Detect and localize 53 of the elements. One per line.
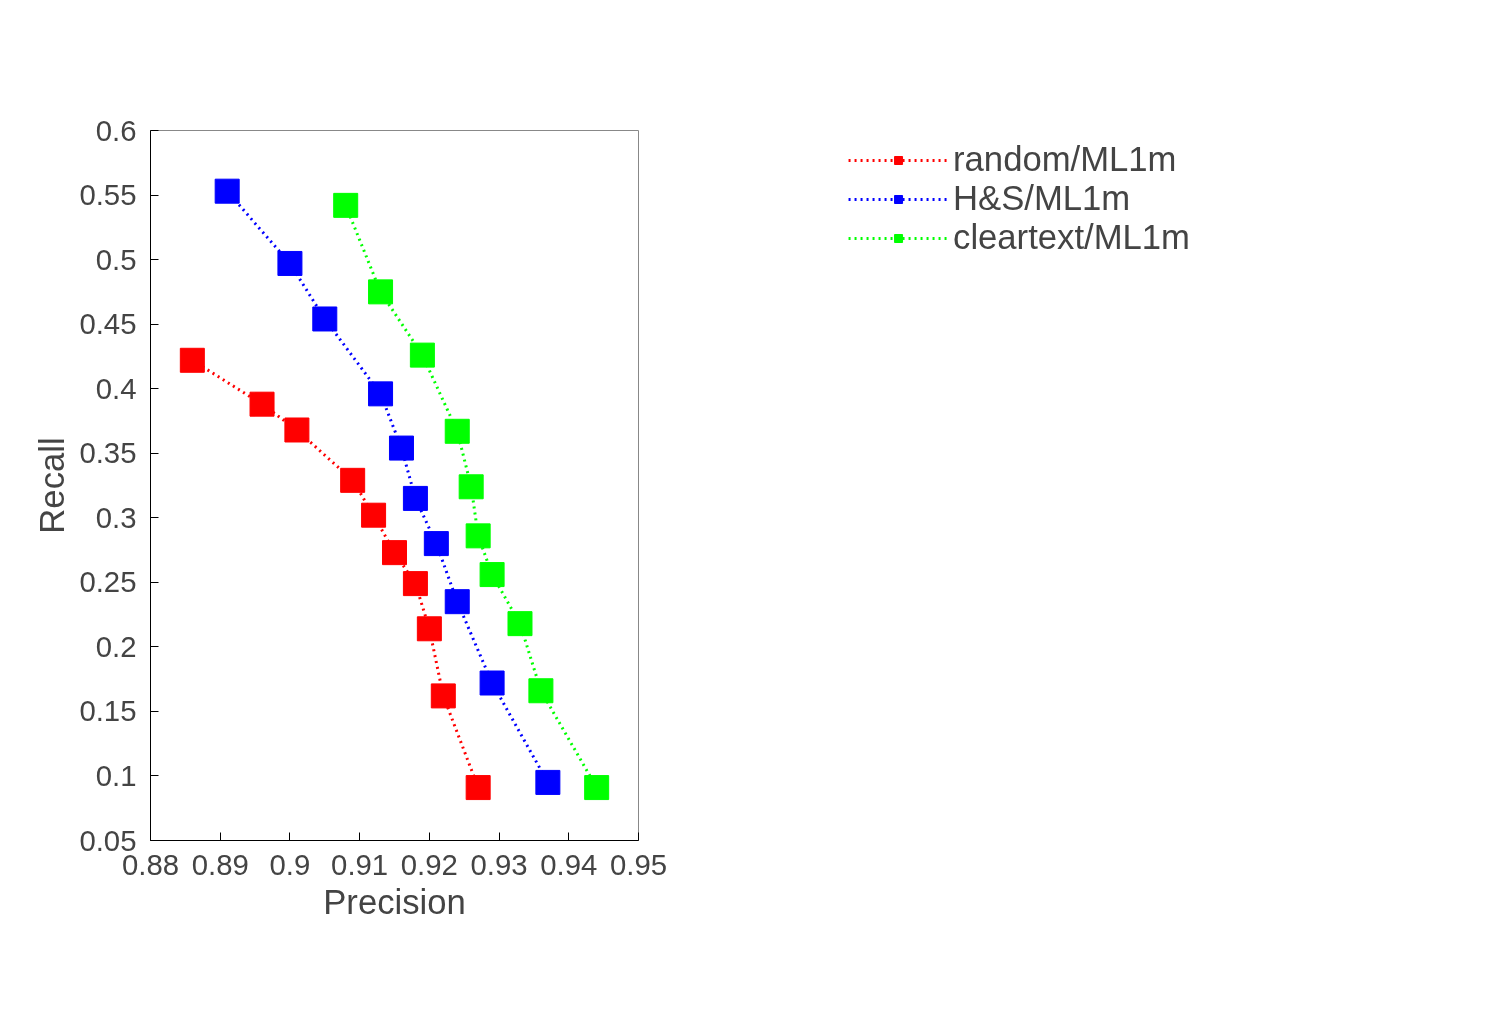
point [402, 571, 428, 597]
point [382, 540, 407, 566]
point [479, 562, 505, 588]
x-axis-title: Precision [323, 882, 466, 921]
point [479, 670, 505, 696]
y-tick-label: 0.35 [79, 436, 137, 470]
x-tick-label: 0.91 [331, 847, 389, 881]
point [444, 418, 470, 444]
y-tick-label: 0.6 [95, 113, 137, 147]
point [312, 306, 338, 332]
legend-label: H&S/ML1m [953, 179, 1131, 218]
x-tick-label: 0.92 [400, 847, 458, 881]
y-tick-label: 0.55 [79, 178, 137, 212]
point [409, 342, 435, 368]
point [458, 474, 484, 500]
x-tick-label: 0.95 [609, 847, 668, 881]
point [535, 769, 561, 795]
point [368, 381, 394, 407]
point [507, 611, 533, 637]
y-tick-label: 0.1 [95, 758, 137, 792]
y-tick-label: 0.3 [95, 500, 137, 534]
point [361, 502, 387, 528]
y-tick-label: 0.45 [79, 307, 137, 341]
point [333, 192, 359, 218]
x-tick-label: 0.94 [540, 847, 598, 881]
y-tick-label: 0.5 [95, 242, 137, 276]
point [179, 347, 205, 373]
y-tick-label: 0.4 [95, 371, 137, 405]
point [423, 531, 449, 557]
point [214, 178, 240, 204]
point [465, 523, 491, 549]
point [249, 391, 275, 417]
y-axis-title: Recall [33, 437, 72, 534]
point [430, 683, 456, 709]
legend-label: random/ML1m [953, 140, 1177, 179]
legend-label: cleartext/ML1m [953, 218, 1190, 257]
x-tick-label: 0.9 [269, 847, 311, 881]
y-tick-label: 0.25 [79, 565, 137, 599]
point [444, 589, 470, 615]
point [340, 467, 366, 493]
point [528, 678, 554, 704]
y-tick-label: 0.15 [79, 694, 137, 728]
point [277, 250, 303, 276]
x-tick-label: 0.93 [470, 847, 528, 881]
x-tick-label: 0.89 [191, 847, 249, 881]
point [402, 485, 428, 511]
point [584, 775, 610, 801]
point [465, 775, 491, 801]
point [368, 279, 394, 305]
y-tick-label: 0.2 [95, 629, 137, 663]
point [388, 435, 414, 461]
point [416, 616, 442, 642]
point [284, 417, 310, 443]
